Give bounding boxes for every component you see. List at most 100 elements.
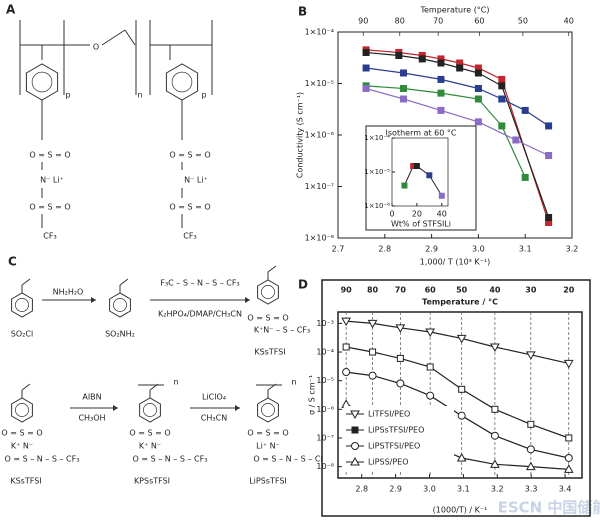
marker [362, 48, 370, 56]
marker [395, 324, 406, 333]
series-line [346, 371, 569, 459]
arrow-head [235, 405, 240, 411]
marker [396, 354, 404, 362]
ring-inner [31, 71, 53, 93]
structure-text: p [201, 91, 206, 100]
marker [351, 442, 359, 450]
benzene-ring [165, 63, 199, 101]
inset-y-tick-label: 1×10⁻⁵ [364, 168, 390, 176]
marker [563, 359, 574, 369]
marker [474, 69, 482, 77]
panel-label: C [8, 255, 17, 269]
marker [350, 410, 360, 420]
marker [437, 59, 445, 67]
series-line [366, 49, 550, 223]
marker [525, 351, 536, 360]
x-tick-label: 3.2 [491, 485, 504, 494]
marker [341, 317, 351, 327]
marker [362, 64, 370, 72]
structure-text: K₂HPO₄/DMAP/CH₃CN [158, 310, 242, 319]
marker [474, 84, 482, 92]
x-axis-title: (1000/T) / K⁻¹ [433, 506, 488, 515]
inset-marker [410, 163, 417, 170]
structure-text: K⁺ N⁻ [139, 442, 161, 451]
series-line [366, 67, 549, 127]
marker [545, 122, 553, 130]
marker [368, 371, 377, 380]
marker [490, 343, 500, 353]
inset-marker [413, 163, 420, 170]
benzene-ring [139, 397, 161, 423]
watermark: ESCN 中国储能网 [498, 499, 600, 517]
x-tick-label: 2.7 [332, 245, 345, 254]
y-axis-title: σ / S cm⁻¹ [308, 375, 317, 415]
structure-text: O = S = O [129, 429, 170, 438]
y-tick-label: 10⁻³ [316, 319, 334, 328]
marker [491, 405, 499, 413]
x-tick-label: 2.8 [378, 245, 391, 254]
structure-text: K⁺ N⁻ [11, 442, 33, 451]
structure-text: n [291, 378, 296, 387]
x-tick-label: 2.8 [355, 485, 368, 494]
benzene-ring [109, 292, 131, 318]
benzene-ring [25, 63, 59, 101]
structure-text: O = S = O [247, 429, 288, 438]
y-axis-title: Conductivity (S cm⁻¹) [296, 92, 305, 178]
x-tick-label: 3.4 [559, 485, 572, 494]
structure-text: CF₃ [183, 232, 196, 241]
x2-axis-title: Temperature (°C) [419, 6, 489, 15]
marker [521, 106, 529, 114]
y-tick-label: 1×10⁻⁵ [305, 79, 334, 88]
marker [418, 55, 426, 63]
x-tick-label: 3.0 [472, 245, 485, 254]
marker [425, 328, 436, 338]
structure-text: N⁻ Li⁺ [40, 176, 64, 185]
structure-text: Li⁺ N⁻ [256, 442, 280, 451]
panel-label: B [298, 5, 307, 19]
ring-inner [261, 403, 275, 417]
bond [101, 29, 126, 46]
marker [498, 122, 506, 130]
x-tick-label: 3.1 [519, 245, 532, 254]
x2-tick-label: 40 [489, 286, 501, 295]
x2-axis-title: Temperature / °C [422, 298, 498, 307]
x2-tick-label: 40 [564, 17, 574, 26]
series-line [345, 346, 570, 439]
inset-marker [438, 192, 445, 199]
y-tick-label: 10⁻⁸ [316, 462, 334, 471]
legend-box [344, 406, 454, 472]
structure-text: NH₂H₂O [53, 288, 84, 297]
plot-frame [337, 311, 583, 479]
legend-label: LiPSsTFSI/PEO [368, 426, 424, 435]
ring-inner [15, 403, 29, 417]
marker [474, 95, 482, 103]
y-tick-label: 10⁻⁴ [316, 348, 334, 357]
marker [426, 363, 434, 371]
x-tick-label: 3.1 [457, 485, 470, 494]
marker [400, 69, 408, 77]
structure-text: O = S – N – S – CF₃ [5, 455, 80, 464]
marker [521, 173, 529, 181]
legend-label: LiTFSI/PEO [368, 410, 410, 419]
marker [369, 348, 377, 356]
y-tick-label: 1×10⁻⁷ [305, 182, 334, 191]
x2-tick-label: 20 [563, 286, 575, 295]
structure-text: O = S – N – S – Cl [253, 455, 322, 464]
inset-x-tick-label: 0 [389, 210, 394, 219]
x-axis-title: 1,000/ T (10³ K⁻¹) [420, 258, 490, 267]
marker [456, 452, 467, 462]
x-tick-label: 2.9 [389, 485, 402, 494]
inset-marker [401, 182, 408, 189]
y-tick-label: 1×10⁻⁴ [305, 28, 334, 37]
marker [563, 464, 574, 473]
marker [545, 214, 553, 222]
x2-tick-label: 90 [341, 286, 353, 295]
marker [498, 75, 506, 83]
ring-inner [143, 403, 157, 417]
bond [267, 265, 277, 273]
x2-tick-label: 70 [395, 286, 407, 295]
arrow-head [113, 405, 118, 411]
benzene-ring [257, 279, 279, 305]
ring-inner [171, 71, 193, 93]
